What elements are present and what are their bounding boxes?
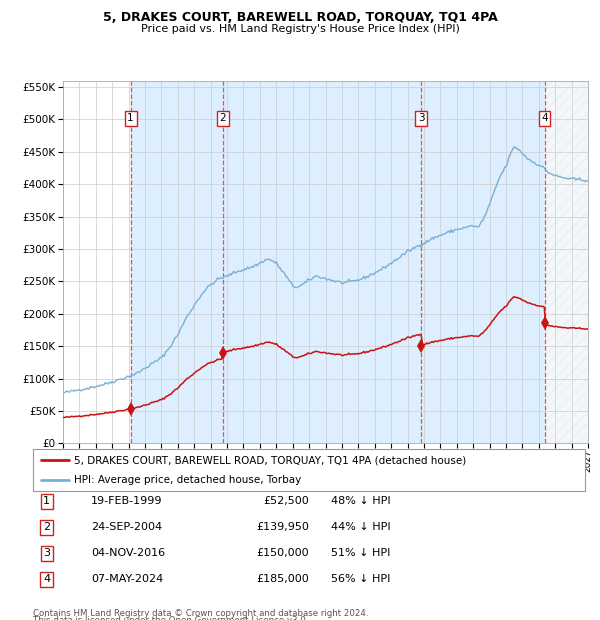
Text: 48% ↓ HPI: 48% ↓ HPI [331, 497, 391, 507]
Text: 5, DRAKES COURT, BAREWELL ROAD, TORQUAY, TQ1 4PA: 5, DRAKES COURT, BAREWELL ROAD, TORQUAY,… [103, 11, 497, 24]
Text: £52,500: £52,500 [263, 497, 309, 507]
Text: £185,000: £185,000 [256, 574, 309, 584]
Bar [545, 81, 588, 443]
Text: Price paid vs. HM Land Registry's House Price Index (HPI): Price paid vs. HM Land Registry's House … [140, 24, 460, 33]
Text: 19-FEB-1999: 19-FEB-1999 [91, 497, 163, 507]
Text: 2: 2 [220, 113, 226, 123]
Bar [223, 81, 421, 443]
Text: 1: 1 [43, 497, 50, 507]
Bar [131, 81, 223, 443]
Text: 56% ↓ HPI: 56% ↓ HPI [331, 574, 391, 584]
Text: 24-SEP-2004: 24-SEP-2004 [91, 523, 162, 533]
Bar [545, 81, 588, 443]
Text: 3: 3 [418, 113, 425, 123]
Text: 04-NOV-2016: 04-NOV-2016 [91, 548, 165, 559]
Text: 07-MAY-2024: 07-MAY-2024 [91, 574, 163, 584]
Text: 5, DRAKES COURT, BAREWELL ROAD, TORQUAY, TQ1 4PA (detached house): 5, DRAKES COURT, BAREWELL ROAD, TORQUAY,… [74, 455, 467, 465]
Text: HPI: Average price, detached house, Torbay: HPI: Average price, detached house, Torb… [74, 475, 302, 485]
Text: 44% ↓ HPI: 44% ↓ HPI [331, 523, 391, 533]
Text: 1: 1 [127, 113, 134, 123]
Text: 51% ↓ HPI: 51% ↓ HPI [331, 548, 391, 559]
Text: 2: 2 [43, 523, 50, 533]
Text: 3: 3 [43, 548, 50, 559]
Text: Contains HM Land Registry data © Crown copyright and database right 2024.: Contains HM Land Registry data © Crown c… [33, 609, 368, 618]
Text: £150,000: £150,000 [256, 548, 309, 559]
Text: 4: 4 [43, 574, 50, 584]
Text: 4: 4 [541, 113, 548, 123]
Text: £139,950: £139,950 [256, 523, 309, 533]
Bar [545, 81, 588, 443]
Text: This data is licensed under the Open Government Licence v3.0.: This data is licensed under the Open Gov… [33, 616, 308, 620]
Bar [421, 81, 545, 443]
